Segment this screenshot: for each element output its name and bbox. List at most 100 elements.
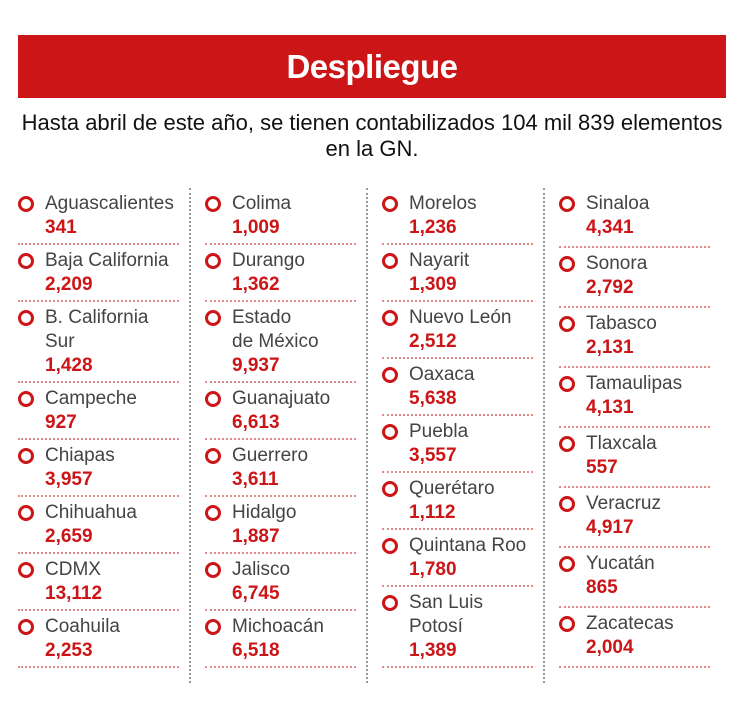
- list-item: Sonora 2,792: [559, 248, 710, 308]
- circle-bullet-icon: [382, 310, 398, 326]
- list-item: Colima 1,009: [205, 188, 356, 245]
- circle-bullet-icon: [559, 616, 575, 632]
- circle-bullet-icon: [18, 562, 34, 578]
- state-value: 1,780: [409, 559, 457, 580]
- circle-bullet-icon: [205, 391, 221, 407]
- state-name: Sinaloa: [586, 193, 650, 214]
- list-item: Nuevo León 2,512: [382, 302, 533, 359]
- circle-bullet-icon: [382, 196, 398, 212]
- circle-bullet-icon: [205, 448, 221, 464]
- state-name: Durango: [232, 250, 305, 271]
- state-value: 5,638: [409, 388, 457, 409]
- circle-bullet-icon: [205, 505, 221, 521]
- circle-bullet-icon: [18, 391, 34, 407]
- state-name: Michoacán: [232, 616, 324, 637]
- circle-bullet-icon: [18, 253, 34, 269]
- list-item: Zacatecas 2,004: [559, 608, 710, 668]
- state-column: Aguascalientes 341 Baja California 2,209 B. …: [18, 188, 195, 683]
- state-value: 1,112: [409, 502, 456, 523]
- list-item: Michoacán 6,518: [205, 611, 356, 668]
- state-name: Querétaro: [409, 478, 495, 499]
- state-name: Campeche: [45, 388, 137, 409]
- state-value: 2,004: [586, 637, 634, 658]
- list-item: Estado de México 9,937: [205, 302, 356, 383]
- state-name: Estado de México: [232, 307, 319, 352]
- state-value: 2,659: [45, 526, 93, 547]
- circle-bullet-icon: [382, 253, 398, 269]
- circle-bullet-icon: [559, 436, 575, 452]
- list-item: Quintana Roo 1,780: [382, 530, 533, 587]
- list-item: Puebla 3,557: [382, 416, 533, 473]
- list-item: Oaxaca 5,638: [382, 359, 533, 416]
- subtitle: Hasta abril de este año, se tienen conta…: [21, 110, 723, 161]
- circle-bullet-icon: [205, 253, 221, 269]
- list-item: Baja California 2,209: [18, 245, 179, 302]
- list-item: Tabasco 2,131: [559, 308, 710, 368]
- circle-bullet-icon: [382, 595, 398, 611]
- state-name: Jalisco: [232, 559, 291, 580]
- list-item: Sinaloa 4,341: [559, 188, 710, 248]
- circle-bullet-icon: [559, 316, 575, 332]
- state-name: Tabasco: [586, 313, 657, 334]
- circle-bullet-icon: [382, 367, 398, 383]
- state-value: 1,009: [232, 217, 280, 238]
- state-name: Guanajuato: [232, 388, 331, 409]
- circle-bullet-icon: [18, 505, 34, 521]
- state-value: 13,112: [45, 583, 103, 604]
- circle-bullet-icon: [559, 496, 575, 512]
- state-column: Morelos 1,236 Nayarit 1,309 Nuevo León 2,512 O…: [372, 188, 549, 683]
- circle-bullet-icon: [559, 256, 575, 272]
- state-value: 1,362: [232, 274, 280, 295]
- state-columns: Aguascalientes 341 Baja California 2,209 B. …: [18, 188, 726, 683]
- state-name: Tamaulipas: [586, 373, 683, 394]
- list-item: Campeche 927: [18, 383, 179, 440]
- list-item: Morelos 1,236: [382, 188, 533, 245]
- circle-bullet-icon: [18, 448, 34, 464]
- state-value: 341: [45, 217, 77, 238]
- circle-bullet-icon: [205, 562, 221, 578]
- state-value: 6,518: [232, 640, 280, 661]
- circle-bullet-icon: [559, 556, 575, 572]
- circle-bullet-icon: [18, 310, 34, 326]
- circle-bullet-icon: [205, 310, 221, 326]
- state-value: 6,745: [232, 583, 280, 604]
- list-item: Chihuahua 2,659: [18, 497, 179, 554]
- circle-bullet-icon: [18, 196, 34, 212]
- list-item: Yucatán 865: [559, 548, 710, 608]
- circle-bullet-icon: [559, 376, 575, 392]
- state-name: Chiapas: [45, 445, 115, 466]
- state-value: 3,957: [45, 469, 93, 490]
- list-item: San Luis Potosí 1,389: [382, 587, 533, 668]
- state-value: 2,792: [586, 277, 634, 298]
- state-name: Guerrero: [232, 445, 309, 466]
- circle-bullet-icon: [559, 196, 575, 212]
- state-name: CDMX: [45, 559, 101, 580]
- state-name: Nuevo León: [409, 307, 512, 328]
- circle-bullet-icon: [18, 619, 34, 635]
- state-value: 1,309: [409, 274, 457, 295]
- state-value: 2,512: [409, 331, 457, 352]
- state-column: Sinaloa 4,341 Sonora 2,792 Tabasco 2,131 Tamau…: [549, 188, 726, 683]
- state-value: 557: [586, 457, 618, 478]
- list-item: Durango 1,362: [205, 245, 356, 302]
- state-name: Zacatecas: [586, 613, 674, 634]
- list-item: Tamaulipas 4,131: [559, 368, 710, 428]
- list-item: Hidalgo 1,887: [205, 497, 356, 554]
- state-value: 1,389: [409, 640, 457, 661]
- list-item: Nayarit 1,309: [382, 245, 533, 302]
- state-name: Hidalgo: [232, 502, 297, 523]
- state-name: Yucatán: [586, 553, 655, 574]
- state-name: Sonora: [586, 253, 648, 274]
- list-item: Tlaxcala 557: [559, 428, 710, 488]
- state-value: 2,131: [586, 337, 634, 358]
- state-value: 2,253: [45, 640, 93, 661]
- state-value: 1,887: [232, 526, 280, 547]
- list-item: Jalisco 6,745: [205, 554, 356, 611]
- page-title: Despliegue: [286, 47, 458, 85]
- state-value: 3,557: [409, 445, 457, 466]
- state-value: 865: [586, 577, 618, 598]
- state-value: 2,209: [45, 274, 93, 295]
- state-name: San Luis Potosí: [409, 592, 483, 637]
- state-name: Coahuila: [45, 616, 120, 637]
- list-item: CDMX 13,112: [18, 554, 179, 611]
